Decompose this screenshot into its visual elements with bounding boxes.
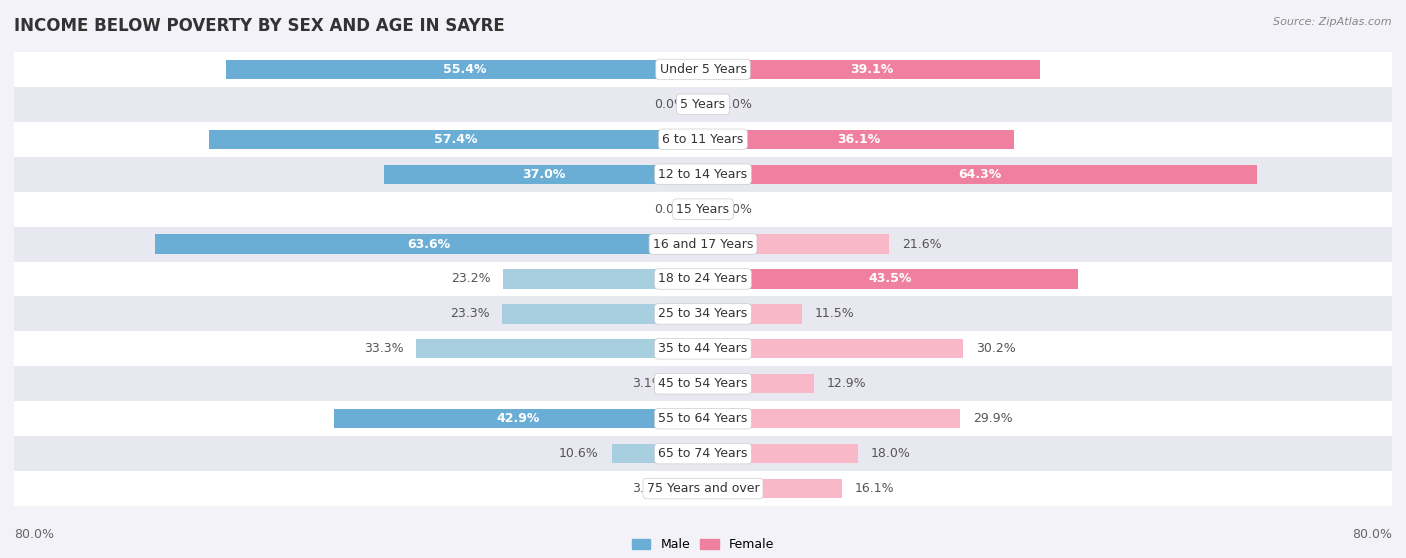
Bar xyxy=(703,479,842,498)
Text: 0.0%: 0.0% xyxy=(654,98,686,111)
Text: 25 to 34 Years: 25 to 34 Years xyxy=(658,307,748,320)
Bar xyxy=(703,339,963,358)
Text: INCOME BELOW POVERTY BY SEX AND AGE IN SAYRE: INCOME BELOW POVERTY BY SEX AND AGE IN S… xyxy=(14,17,505,35)
Text: 12.9%: 12.9% xyxy=(827,377,866,390)
Text: 37.0%: 37.0% xyxy=(522,168,565,181)
Text: Under 5 Years: Under 5 Years xyxy=(659,63,747,76)
Bar xyxy=(14,296,1392,331)
Text: 63.6%: 63.6% xyxy=(408,238,451,251)
Bar xyxy=(612,444,703,463)
Bar xyxy=(676,374,703,393)
Bar xyxy=(703,374,814,393)
Text: 64.3%: 64.3% xyxy=(959,168,1001,181)
Text: 65 to 74 Years: 65 to 74 Years xyxy=(658,447,748,460)
Text: 10.6%: 10.6% xyxy=(560,447,599,460)
Bar xyxy=(208,129,703,149)
Text: 6 to 11 Years: 6 to 11 Years xyxy=(662,133,744,146)
Text: 5 Years: 5 Years xyxy=(681,98,725,111)
Bar xyxy=(14,436,1392,471)
Text: 39.1%: 39.1% xyxy=(849,63,893,76)
Text: 30.2%: 30.2% xyxy=(976,343,1015,355)
Bar xyxy=(416,339,703,358)
Bar xyxy=(699,200,703,219)
Bar xyxy=(703,165,1257,184)
Bar xyxy=(155,234,703,254)
Text: 57.4%: 57.4% xyxy=(434,133,478,146)
Text: 18 to 24 Years: 18 to 24 Years xyxy=(658,272,748,286)
Text: 16.1%: 16.1% xyxy=(855,482,894,495)
Text: 11.5%: 11.5% xyxy=(815,307,855,320)
Bar xyxy=(676,479,703,498)
Bar xyxy=(384,165,703,184)
Bar xyxy=(503,270,703,288)
Text: 80.0%: 80.0% xyxy=(1353,528,1392,541)
Text: 45 to 54 Years: 45 to 54 Years xyxy=(658,377,748,390)
Bar xyxy=(703,304,801,324)
Text: 33.3%: 33.3% xyxy=(364,343,404,355)
Text: 0.0%: 0.0% xyxy=(720,203,752,215)
Bar xyxy=(14,227,1392,262)
Bar xyxy=(14,471,1392,506)
Text: 0.0%: 0.0% xyxy=(654,203,686,215)
Text: 16 and 17 Years: 16 and 17 Years xyxy=(652,238,754,251)
Bar xyxy=(14,87,1392,122)
Bar xyxy=(703,444,858,463)
Text: 42.9%: 42.9% xyxy=(496,412,540,425)
Bar xyxy=(14,366,1392,401)
Text: 21.6%: 21.6% xyxy=(901,238,942,251)
Bar xyxy=(502,304,703,324)
Text: 35 to 44 Years: 35 to 44 Years xyxy=(658,343,748,355)
Legend: Male, Female: Male, Female xyxy=(627,533,779,556)
Text: 36.1%: 36.1% xyxy=(837,133,880,146)
Text: 80.0%: 80.0% xyxy=(14,528,53,541)
Bar xyxy=(703,234,889,254)
Bar xyxy=(333,409,703,429)
Bar xyxy=(703,129,1014,149)
Bar xyxy=(14,192,1392,227)
Text: 0.0%: 0.0% xyxy=(720,98,752,111)
Text: 3.1%: 3.1% xyxy=(631,482,664,495)
Bar xyxy=(703,200,707,219)
Text: 55.4%: 55.4% xyxy=(443,63,486,76)
Bar xyxy=(14,122,1392,157)
Bar xyxy=(14,52,1392,87)
Bar xyxy=(14,157,1392,192)
Text: 18.0%: 18.0% xyxy=(870,447,911,460)
Text: 15 Years: 15 Years xyxy=(676,203,730,215)
Bar xyxy=(703,409,960,429)
Bar xyxy=(14,331,1392,366)
Bar xyxy=(699,95,703,114)
Bar xyxy=(226,60,703,79)
Text: 23.2%: 23.2% xyxy=(451,272,491,286)
Bar xyxy=(703,95,707,114)
Text: 23.3%: 23.3% xyxy=(450,307,489,320)
Bar xyxy=(14,401,1392,436)
Bar xyxy=(14,262,1392,296)
Text: 12 to 14 Years: 12 to 14 Years xyxy=(658,168,748,181)
Bar xyxy=(703,60,1039,79)
Bar xyxy=(703,270,1077,288)
Text: 55 to 64 Years: 55 to 64 Years xyxy=(658,412,748,425)
Text: 3.1%: 3.1% xyxy=(631,377,664,390)
Text: 75 Years and over: 75 Years and over xyxy=(647,482,759,495)
Text: 29.9%: 29.9% xyxy=(973,412,1014,425)
Text: 43.5%: 43.5% xyxy=(869,272,912,286)
Text: Source: ZipAtlas.com: Source: ZipAtlas.com xyxy=(1274,17,1392,27)
